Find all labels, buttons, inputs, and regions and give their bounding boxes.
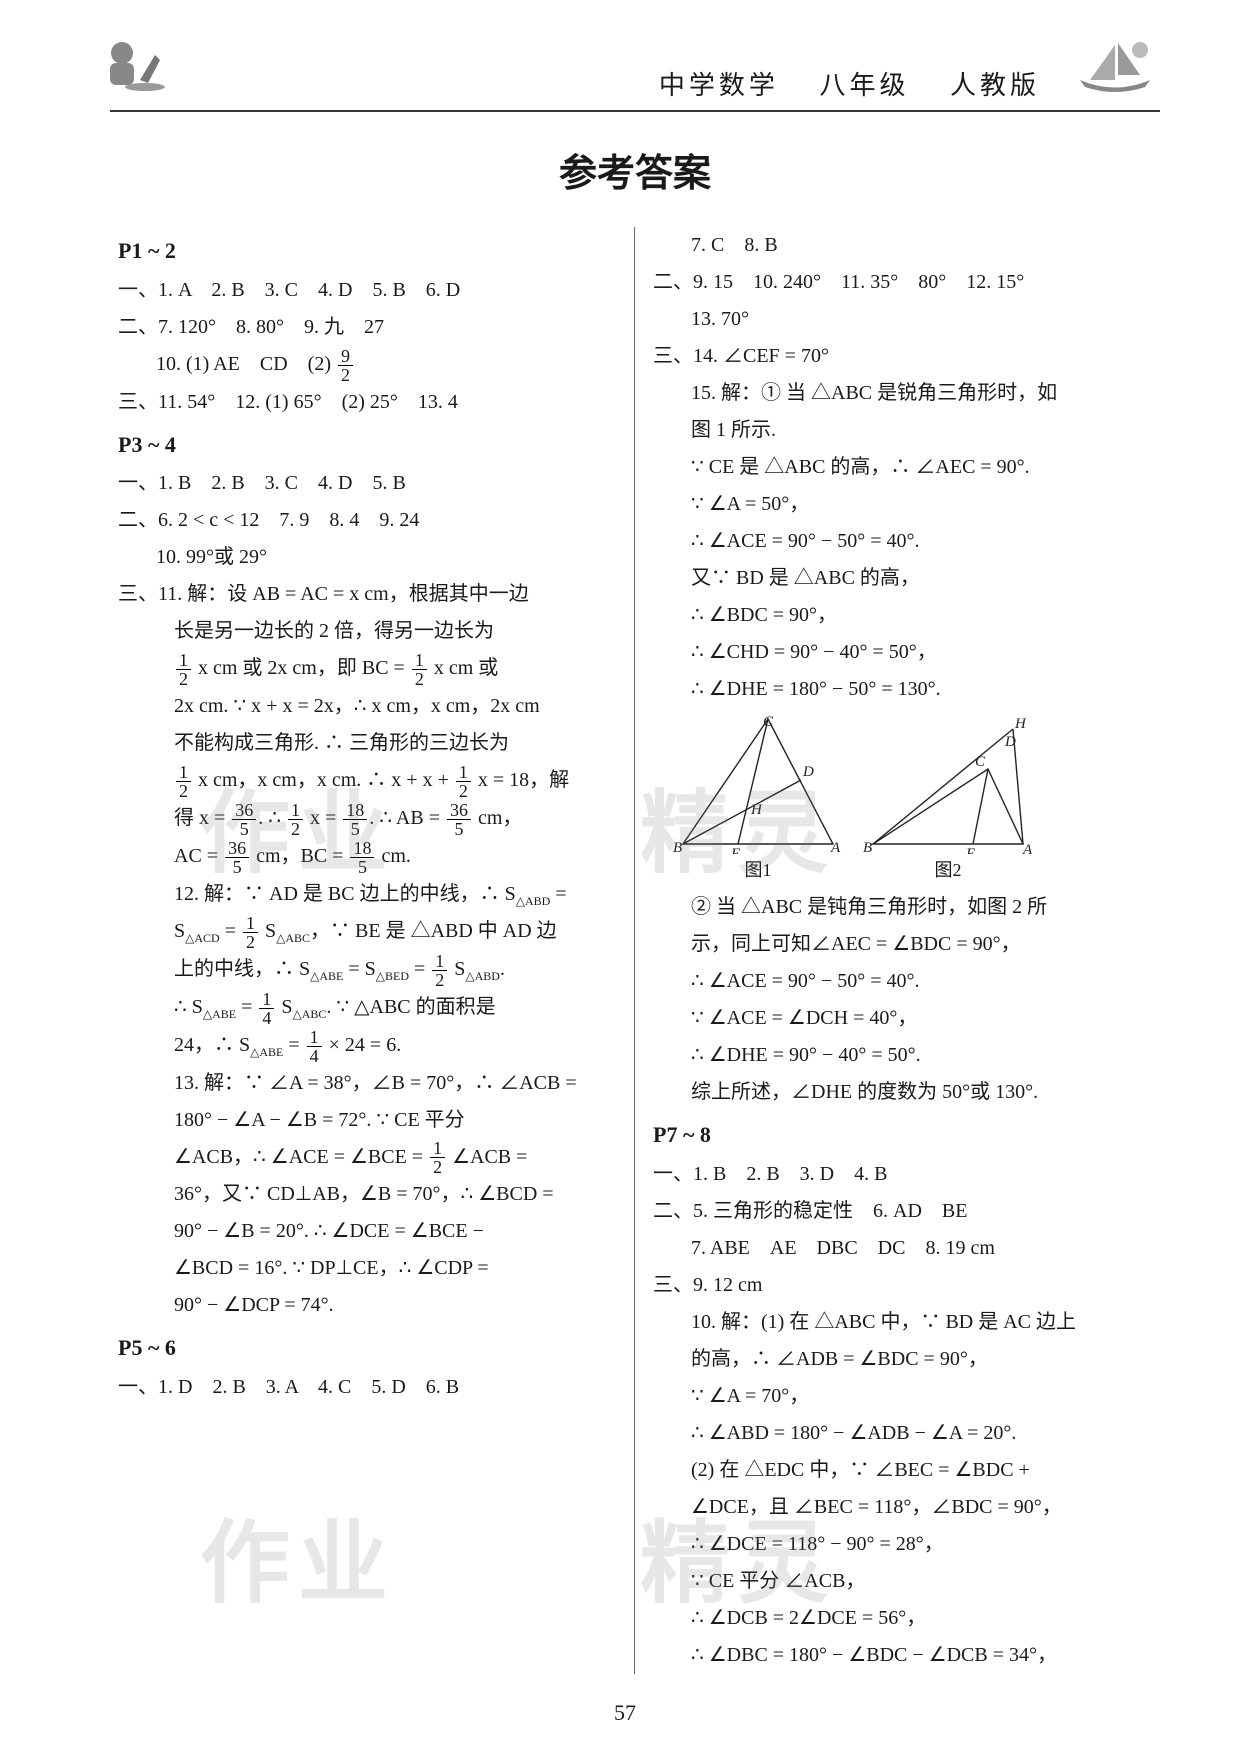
svg-text:C: C [975,754,986,770]
p5-line: 一、1. D 2. B 3. A 4. C 5. D 6. B [118,1369,620,1406]
p7-line: ∴ ∠DCB = 2∠DCE = 56°， [653,1600,1152,1637]
p3-line: ∠ACB，∴ ∠ACE = ∠BCE = 12 ∠ACB = [118,1139,620,1177]
p5-line: ∴ ∠DHE = 180° − 50° = 130°. [653,671,1152,708]
svg-text:D: D [1004,734,1016,750]
p3-line: S△ACD = 12 S△ABC，∵ BE 是 △ABD 中 AD 边 [118,913,620,951]
p5-line: 15. 解：① 当 △ABC 是锐角三角形时，如 [653,375,1152,412]
p3-line: 2x cm. ∵ x + x = 2x，∴ x cm，x cm，2x cm [118,688,620,725]
p5-line: ∴ ∠ACE = 90° − 50° = 40°. [653,523,1152,560]
figure-row: B A C D E H 图1 [673,714,1152,887]
p3-line: 二、6. 2 < c < 12 7. 9 8. 4 9. 24 [118,502,620,539]
p3-line: 24，∴ S△ABE = 14 × 24 = 6. [118,1027,620,1065]
left-column: P1 ~ 2 一、1. A 2. B 3. C 4. D 5. B 6. D 二… [110,227,635,1674]
p3-line: 12. 解：∵ AD 是 BC 边上的中线，∴ S△ABD = [118,876,620,913]
fraction: 92 [338,347,353,384]
p7-line: ∴ ∠DCE = 118° − 90° = 28°， [653,1526,1152,1563]
p5-line: 三、14. ∠CEF = 70° [653,338,1152,375]
fig2-caption: 图2 [863,854,1033,887]
svg-text:C: C [763,714,774,730]
section-p7-8: P7 ~ 8 [653,1115,1152,1156]
header-text: 中学数学 八年级 人教版 [659,65,1040,102]
p5-line: ∴ ∠BDC = 90°， [653,597,1152,634]
page-title: 参考答案 [110,142,1160,197]
p3-line: 12 x cm 或 2x cm，即 BC = 12 x cm 或 [118,650,620,688]
svg-text:E: E [730,846,740,854]
p1-line: 10. (1) AE CD (2) 92 [118,346,620,384]
p7-line: ∵ ∠A = 70°， [653,1378,1152,1415]
section-p1-2: P1 ~ 2 [118,231,620,272]
p3-line: 三、11. 解：设 AB = AC = x cm，根据其中一边 [118,576,620,613]
p7-line: 一、1. B 2. B 3. D 4. B [653,1156,1152,1193]
sailboat-icon [1070,35,1160,95]
p3-line: AC = 365 cm，BC = 185 cm. [118,838,620,876]
p5-line: 二、9. 15 10. 240° 11. 35° 80° 12. 15° [653,264,1152,301]
p7-line: 的高，∴ ∠ADB = ∠BDC = 90°， [653,1341,1152,1378]
svg-text:A: A [1022,842,1033,854]
page-number: 57 [0,1700,1250,1726]
section-p3-4: P3 ~ 4 [118,425,620,466]
p3-line: 不能构成三角形. ∴ 三角形的三边长为 [118,725,620,762]
section-p5-6: P5 ~ 6 [118,1328,620,1369]
header-edition: 人教版 [950,71,1040,100]
p3-line: 90° − ∠B = 20°. ∴ ∠DCE = ∠BCE − [118,1213,620,1250]
p3-line: 上的中线，∴ S△ABE = S△BED = 12 S△ABD. [118,951,620,989]
p7-line: ∴ ∠ABD = 180° − ∠ADB − ∠A = 20°. [653,1415,1152,1452]
p7-line: 三、9. 12 cm [653,1267,1152,1304]
right-column: 7. C 8. B 二、9. 15 10. 240° 11. 35° 80° 1… [635,227,1160,1674]
p3-line: 13. 解：∵ ∠A = 38°，∠B = 70°，∴ ∠ACB = [118,1065,620,1102]
svg-text:D: D [802,764,814,780]
p3-line: ∴ S△ABE = 14 S△ABC. ∵ △ABC 的面积是 [118,989,620,1027]
svg-text:B: B [673,840,682,854]
header-grade: 八年级 [819,71,909,100]
p1-line: 三、11. 54° 12. (1) 65° (2) 25° 13. 4 [118,384,620,421]
p3-line: 180° − ∠A − ∠B = 72°. ∵ CE 平分 [118,1102,620,1139]
p5-line: 图 1 所示. [653,412,1152,449]
p3-line: 36°，又∵ CD⊥AB，∠B = 70°，∴ ∠BCD = [118,1176,620,1213]
fig1-caption: 图1 [673,854,843,887]
p1-line: 一、1. A 2. B 3. C 4. D 5. B 6. D [118,272,620,309]
p7-line: (2) 在 △EDC 中，∵ ∠BEC = ∠BDC + [653,1452,1152,1489]
p7-line: 二、5. 三角形的稳定性 6. AD BE [653,1193,1152,1230]
p5-line: ∵ ∠A = 50°， [653,486,1152,523]
p3-line: ∠BCD = 16°. ∵ DP⊥CE，∴ ∠CDP = [118,1250,620,1287]
p7-line: ∴ ∠DBC = 180° − ∠BDC − ∠DCB = 34°， [653,1637,1152,1674]
page-header: 中学数学 八年级 人教版 [110,40,1160,112]
p3-line: 90° − ∠DCP = 74°. [118,1287,620,1324]
p3-line: 一、1. B 2. B 3. C 4. D 5. B [118,465,620,502]
p5-line: 7. C 8. B [653,227,1152,264]
p5-line: 综上所述，∠DHE 的度数为 50°或 130°. [653,1074,1152,1111]
p5-line: 示，同上可知∠AEC = ∠BDC = 90°， [653,926,1152,963]
svg-text:E: E [965,846,975,854]
student-lamp-icon [100,35,170,95]
p3-line: 得 x = 365. ∴ 12 x = 185. ∴ AB = 365 cm， [118,800,620,838]
figure-1: B A C D E H 图1 [673,714,843,887]
p7-line: ∵ CE 平分 ∠ACB， [653,1563,1152,1600]
svg-text:H: H [1014,716,1027,732]
p5-line: ∵ ∠ACE = ∠DCH = 40°， [653,1000,1152,1037]
p3-line: 12 x cm，x cm，x cm. ∴ x + x + 12 x = 18，解 [118,762,620,800]
p5-line: ∴ ∠DHE = 90° − 40° = 50°. [653,1037,1152,1074]
figure-2: B A E C DH 图2 [863,714,1033,887]
p5-line: 13. 70° [653,301,1152,338]
content-columns: P1 ~ 2 一、1. A 2. B 3. C 4. D 5. B 6. D 二… [110,227,1160,1674]
svg-text:B: B [863,840,872,854]
p3-line: 10. 99°或 29° [118,539,620,576]
p3-line: 长是另一边长的 2 倍，得另一边长为 [118,613,620,650]
p5-line: ∵ CE 是 △ABC 的高，∴ ∠AEC = 90°. [653,449,1152,486]
svg-text:H: H [750,802,763,818]
p7-line: ∠DCE，且 ∠BEC = 118°，∠BDC = 90°， [653,1489,1152,1526]
p5-line: ∴ ∠CHD = 90° − 40° = 50°， [653,634,1152,671]
p7-line: 7. ABE AE DBC DC 8. 19 cm [653,1230,1152,1267]
p5-line: ② 当 △ABC 是钝角三角形时，如图 2 所 [653,889,1152,926]
p1-line: 二、7. 120° 8. 80° 9. 九 27 [118,309,620,346]
svg-text:A: A [830,840,841,854]
p7-line: 10. 解：(1) 在 △ABC 中，∵ BD 是 AC 边上 [653,1304,1152,1341]
p5-line: 又∵ BD 是 △ABC 的高， [653,560,1152,597]
p5-line: ∴ ∠ACE = 90° − 50° = 40°. [653,963,1152,1000]
header-subject: 中学数学 [659,71,779,100]
